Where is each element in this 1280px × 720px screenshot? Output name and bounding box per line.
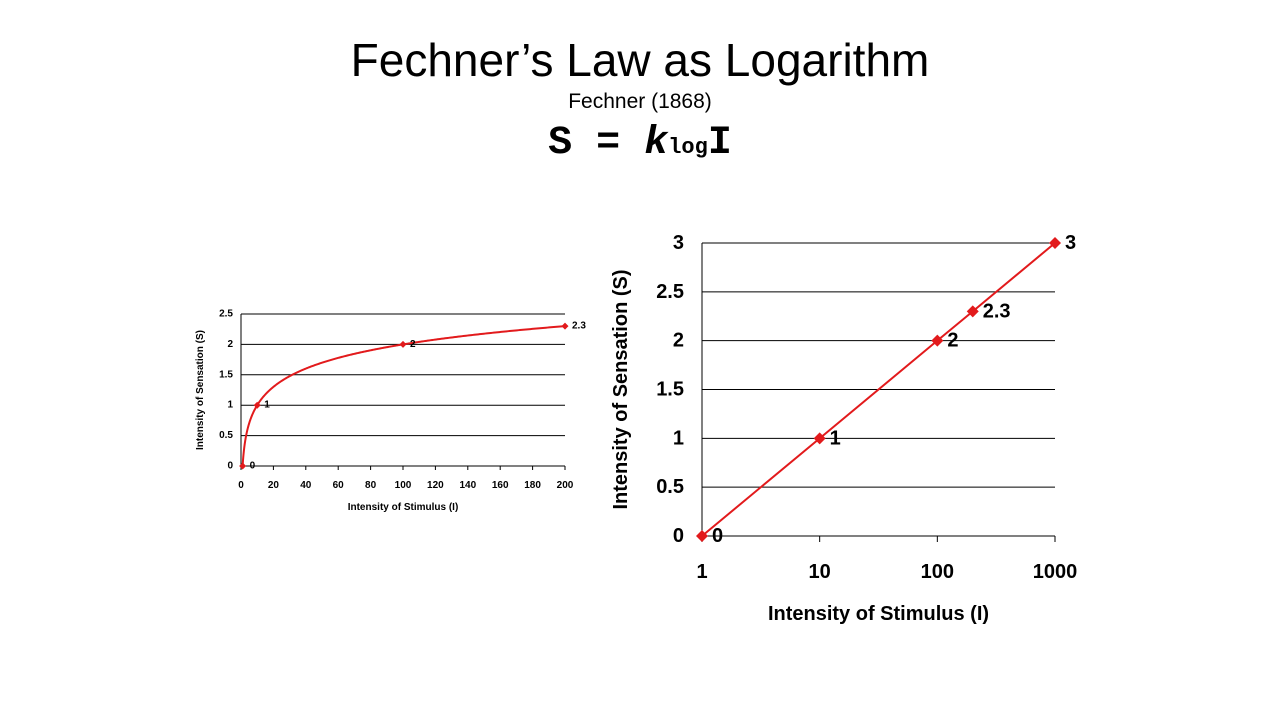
x-tick-label: 140 bbox=[459, 480, 476, 491]
formula-var: I bbox=[707, 121, 732, 166]
y-tick-label: 0 bbox=[227, 461, 233, 472]
x-tick-label: 40 bbox=[300, 480, 312, 491]
data-label: 0 bbox=[250, 461, 256, 472]
formula-k: k bbox=[644, 121, 669, 166]
formula-lhs: S bbox=[548, 121, 573, 166]
data-label: 1 bbox=[830, 427, 841, 449]
y-tick-label: 1.5 bbox=[219, 369, 233, 380]
y-tick-label: 2 bbox=[673, 330, 684, 352]
data-point bbox=[966, 305, 979, 318]
series-line bbox=[241, 325, 566, 467]
y-tick-label: 0 bbox=[673, 525, 684, 547]
data-point bbox=[813, 432, 826, 445]
y-tick-label: 1.5 bbox=[656, 379, 684, 401]
x-tick-label: 10 bbox=[809, 561, 831, 583]
y-tick-label: 2 bbox=[227, 339, 233, 350]
data-point bbox=[561, 322, 569, 330]
x-tick-label: 120 bbox=[427, 480, 444, 491]
formula-equals: = bbox=[596, 121, 621, 166]
y-tick-label: 1 bbox=[227, 400, 233, 411]
x-axis-title: Intensity of Stimulus (I) bbox=[348, 502, 459, 513]
data-label: 2.3 bbox=[983, 300, 1011, 322]
x-tick-label: 20 bbox=[268, 480, 280, 491]
data-point bbox=[239, 462, 247, 470]
data-label: 3 bbox=[1065, 232, 1076, 254]
data-label: 2.3 bbox=[572, 321, 586, 332]
x-tick-label: 0 bbox=[238, 480, 244, 491]
x-axis-title: Intensity of Stimulus (I) bbox=[768, 603, 989, 625]
x-tick-label: 200 bbox=[557, 480, 574, 491]
y-tick-label: 2.5 bbox=[656, 281, 684, 303]
x-tick-label: 1000 bbox=[1033, 561, 1078, 583]
x-tick-label: 160 bbox=[492, 480, 509, 491]
x-tick-label: 100 bbox=[395, 480, 412, 491]
data-point bbox=[399, 340, 407, 348]
slide-subtitle: Fechner (1868) bbox=[568, 90, 712, 113]
y-axis-title: Intensity of Sensation (S) bbox=[195, 330, 206, 450]
data-label: 1 bbox=[264, 400, 270, 411]
y-tick-label: 0.5 bbox=[656, 476, 684, 498]
data-label: 0 bbox=[712, 525, 723, 547]
x-tick-label: 180 bbox=[524, 480, 541, 491]
x-tick-label: 80 bbox=[365, 480, 377, 491]
data-point bbox=[696, 530, 708, 542]
x-tick-label: 60 bbox=[333, 480, 345, 491]
data-label: 2 bbox=[947, 330, 958, 352]
formula: S = klogI bbox=[0, 118, 1280, 174]
y-tick-label: 3 bbox=[673, 232, 684, 254]
y-tick-label: 1 bbox=[673, 427, 684, 449]
x-tick-label: 1 bbox=[696, 561, 707, 583]
y-axis-title: Intensity of Sensation (S) bbox=[610, 269, 632, 509]
data-point bbox=[253, 401, 261, 409]
data-point bbox=[931, 334, 944, 347]
x-tick-label: 100 bbox=[921, 561, 954, 583]
y-tick-label: 0.5 bbox=[219, 430, 233, 441]
data-point bbox=[1049, 237, 1061, 249]
y-tick-label: 2.5 bbox=[219, 309, 233, 320]
data-label: 2 bbox=[410, 339, 416, 350]
formula-log: log bbox=[668, 135, 708, 160]
slide-title: Fechner’s Law as Logarithm bbox=[350, 34, 930, 86]
